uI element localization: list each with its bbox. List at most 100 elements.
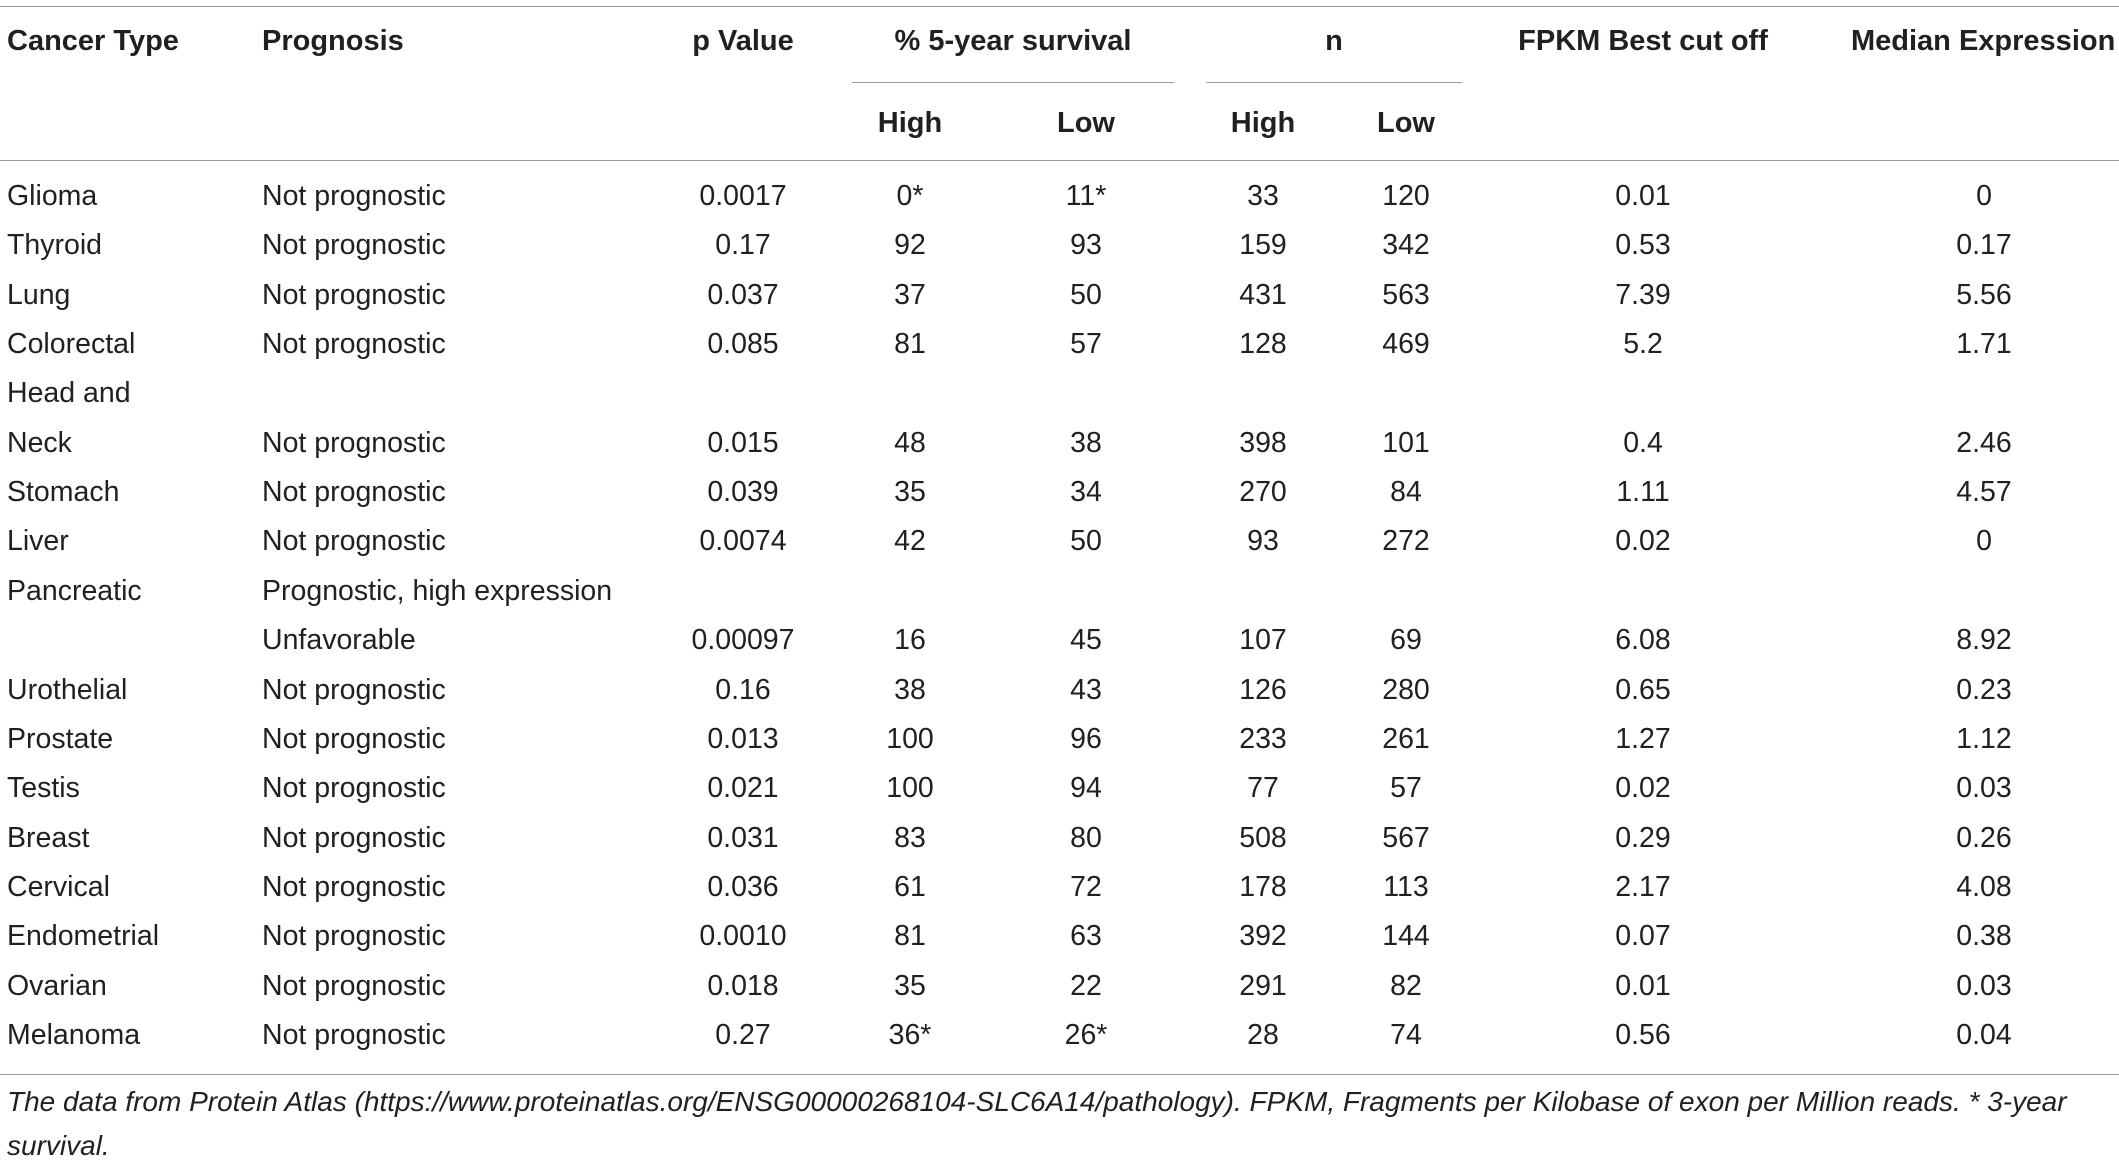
cell-median-expression: 0.17: [1956, 229, 2012, 262]
header-survival-high: High: [877, 107, 943, 139]
cell-cancer-type: Pancreatic: [7, 574, 142, 607]
cell-n-low: 101: [1382, 426, 1430, 459]
header-p-value: p Value: [692, 25, 794, 57]
cell-fpkm: 0.65: [1615, 673, 1671, 706]
cell-n-low: 469: [1382, 328, 1430, 361]
cell-prognosis: Not prognostic: [262, 328, 446, 361]
cell-prognosis: Not prognostic: [262, 969, 446, 1002]
cell-survival-high: 38: [894, 673, 926, 706]
cell-p-value: 0.015: [707, 426, 779, 459]
cell-n-high: 77: [1247, 772, 1279, 805]
cell-median-expression: 0: [1976, 180, 1992, 212]
cell-cancer-type: Neck: [7, 426, 72, 459]
header-survival-low: Low: [1057, 107, 1115, 139]
cell-survival-high: 48: [894, 426, 926, 459]
cell-median-expression: 0: [1976, 525, 1992, 558]
cell-fpkm: 1.11: [1616, 476, 1670, 509]
table-row: Lung Not prognostic 0.037 37 50 431 563 7.39 5.5…: [0, 278, 2119, 327]
cell-prognosis: Prognostic, high expression: [262, 574, 613, 607]
cell-n-low: 57: [1390, 772, 1422, 805]
cell-survival-low: 45: [1070, 624, 1102, 657]
cell-n-high: 107: [1239, 624, 1287, 657]
header-median-expression: Median Expression: [1851, 25, 2116, 57]
cell-n-low: 280: [1382, 673, 1430, 706]
cell-p-value: 0.018: [707, 969, 779, 1002]
cell-p-value: 0.16: [715, 673, 771, 706]
cell-prognosis: Not prognostic: [262, 920, 446, 953]
table-row: Colorectal Not prognostic 0.085 81 57 128 469 5…: [0, 327, 2119, 376]
header-bottom-rule: [0, 160, 2119, 161]
cell-fpkm: 5.2: [1623, 328, 1663, 361]
table-row: Liver Not prognostic 0.0074 42 50 93 272 0.02 0: [0, 524, 2119, 573]
cell-cancer-type: Head and: [7, 377, 131, 410]
cell-survival-low: 57: [1070, 328, 1102, 361]
cell-cancer-type: Liver: [7, 525, 69, 558]
cell-survival-low: 26*: [1064, 1018, 1108, 1051]
cell-n-high: 128: [1239, 328, 1287, 361]
cell-fpkm: 6.08: [1615, 624, 1671, 657]
cell-survival-high: 0*: [896, 180, 924, 212]
cell-survival-high: 100: [886, 772, 934, 805]
cell-n-high: 33: [1247, 180, 1279, 212]
table-row: Urothelial Not prognostic 0.16 38 43 126 280 0.…: [0, 673, 2119, 722]
cell-n-high: 392: [1239, 920, 1287, 953]
cell-survival-low: 34: [1070, 476, 1102, 509]
cell-n-low: 261: [1382, 722, 1430, 755]
cell-survival-low: 93: [1070, 229, 1102, 262]
cell-prognosis: Not prognostic: [262, 476, 446, 509]
cell-n-low: 144: [1382, 920, 1430, 953]
table-row: Prostate Not prognostic 0.013 100 96 233 261 1.…: [0, 722, 2119, 771]
cell-median-expression: 4.57: [1956, 476, 2012, 509]
cell-n-high: 159: [1239, 229, 1287, 262]
table-row: Head and: [0, 376, 2119, 425]
cell-survival-high: 81: [894, 920, 926, 953]
table-row: Stomach Not prognostic 0.039 35 34 270 84 1.11 4…: [0, 475, 2119, 524]
cell-prognosis: Not prognostic: [262, 821, 446, 854]
cell-survival-high: 35: [894, 476, 926, 509]
header-n-low: Low: [1377, 107, 1435, 139]
cell-n-high: 508: [1239, 821, 1287, 854]
cell-n-high: 398: [1239, 426, 1287, 459]
cell-n-high: 178: [1239, 870, 1287, 903]
cell-fpkm: 0.02: [1615, 772, 1671, 805]
cell-survival-low: 50: [1070, 525, 1102, 558]
cell-cancer-type: Colorectal: [7, 328, 136, 361]
cell-cancer-type: Melanoma: [7, 1018, 141, 1051]
cell-n-low: 567: [1382, 821, 1430, 854]
cell-fpkm: 0.02: [1615, 525, 1671, 558]
cell-cancer-type: Cervical: [7, 870, 110, 903]
cell-n-high: 233: [1239, 722, 1287, 755]
cell-median-expression: 0.26: [1956, 821, 2012, 854]
cell-survival-low: 96: [1070, 722, 1102, 755]
cell-n-high: 431: [1239, 278, 1287, 311]
cell-fpkm: 2.17: [1615, 870, 1671, 903]
header-n: n: [1325, 25, 1343, 57]
cell-fpkm: 0.56: [1615, 1018, 1671, 1051]
cell-p-value: 0.17: [715, 229, 771, 262]
cell-n-low: 113: [1383, 870, 1429, 903]
cell-median-expression: 4.08: [1956, 870, 2012, 903]
cell-median-expression: 0.04: [1956, 1018, 2012, 1051]
cell-survival-low: 80: [1070, 821, 1102, 854]
cell-prognosis: Not prognostic: [262, 180, 446, 212]
cell-prognosis: Not prognostic: [262, 525, 446, 558]
cell-cancer-type: Stomach: [7, 476, 120, 509]
cell-cancer-type: Breast: [7, 821, 90, 854]
n-header-rule: [1206, 82, 1462, 83]
header-fpkm: FPKM Best cut off: [1518, 25, 1768, 57]
header-n-high: High: [1230, 107, 1296, 139]
cell-survival-low: 72: [1070, 870, 1102, 903]
header-survival: % 5-year survival: [894, 25, 1132, 57]
cell-n-low: 342: [1382, 229, 1430, 262]
cell-p-value: 0.0010: [699, 920, 787, 953]
cell-survival-high: 35: [894, 969, 926, 1002]
cell-median-expression: 1.71: [1956, 328, 2012, 361]
cell-median-expression: 0.03: [1956, 969, 2012, 1002]
cell-n-low: 272: [1382, 525, 1430, 558]
cell-survival-low: 94: [1070, 772, 1102, 805]
cell-p-value: 0.021: [707, 772, 779, 805]
cell-cancer-type: Glioma: [7, 180, 98, 212]
cell-p-value: 0.0017: [699, 180, 787, 212]
cell-fpkm: 0.01: [1615, 969, 1671, 1002]
